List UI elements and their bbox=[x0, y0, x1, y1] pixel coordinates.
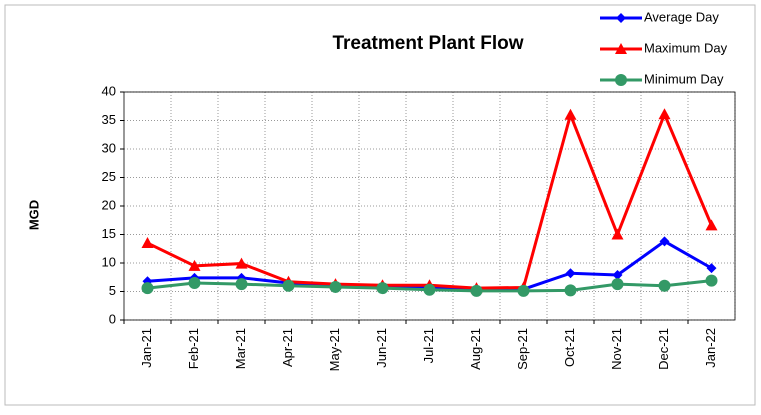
y-tick-label: 20 bbox=[102, 197, 116, 212]
marker bbox=[564, 284, 577, 297]
x-tick-label: Aug-21 bbox=[468, 328, 483, 370]
marker bbox=[706, 263, 717, 274]
y-tick-label: 0 bbox=[109, 311, 116, 326]
marker bbox=[141, 237, 154, 249]
marker bbox=[658, 279, 671, 292]
x-tick-label: Jun-21 bbox=[374, 328, 389, 368]
x-tick-label: Feb-21 bbox=[186, 328, 201, 369]
legend-marker bbox=[615, 43, 627, 54]
x-tick-label: Jan-21 bbox=[139, 328, 154, 368]
legend-label: Maximum Day bbox=[644, 40, 728, 55]
x-tick-label: Dec-21 bbox=[656, 328, 671, 370]
plot-frame bbox=[123, 91, 736, 321]
x-tick-label: Jul-21 bbox=[421, 328, 436, 363]
marker bbox=[658, 108, 671, 120]
legend-label: Minimum Day bbox=[644, 71, 724, 86]
y-tick-label: 40 bbox=[102, 83, 116, 98]
marker bbox=[423, 283, 436, 296]
y-tick-label: 35 bbox=[102, 112, 116, 127]
marker bbox=[564, 108, 577, 120]
legend-label: Average Day bbox=[644, 9, 719, 24]
marker bbox=[329, 280, 342, 293]
marker bbox=[612, 269, 623, 280]
marker bbox=[470, 284, 483, 297]
x-tick-label: Sep-21 bbox=[515, 328, 530, 370]
marker bbox=[659, 236, 670, 247]
marker bbox=[235, 257, 248, 269]
marker bbox=[282, 279, 295, 292]
legend-marker bbox=[616, 13, 626, 23]
marker bbox=[141, 282, 154, 295]
marker bbox=[188, 259, 201, 271]
marker bbox=[705, 219, 718, 231]
marker bbox=[705, 274, 718, 287]
marker bbox=[565, 268, 576, 279]
y-tick-label: 5 bbox=[109, 283, 116, 298]
y-tick-label: 10 bbox=[102, 254, 116, 269]
y-tick-label: 15 bbox=[102, 226, 116, 241]
marker bbox=[235, 278, 248, 291]
x-tick-label: May-21 bbox=[327, 328, 342, 371]
marker bbox=[517, 284, 530, 297]
y-tick-label: 25 bbox=[102, 169, 116, 184]
legend-marker bbox=[615, 74, 627, 86]
x-tick-label: Nov-21 bbox=[609, 328, 624, 370]
x-tick-label: Mar-21 bbox=[233, 328, 248, 369]
chart-title: Treatment Plant Flow bbox=[332, 33, 523, 54]
marker bbox=[611, 228, 624, 240]
y-tick-label: 30 bbox=[102, 140, 116, 155]
x-tick-label: Oct-21 bbox=[562, 328, 577, 367]
x-tick-label: Apr-21 bbox=[280, 328, 295, 367]
x-tick-label: Jan-22 bbox=[703, 328, 718, 368]
marker bbox=[376, 282, 389, 295]
marker bbox=[611, 278, 624, 291]
marker bbox=[188, 276, 201, 289]
y-axis-label: MGD bbox=[26, 200, 41, 230]
